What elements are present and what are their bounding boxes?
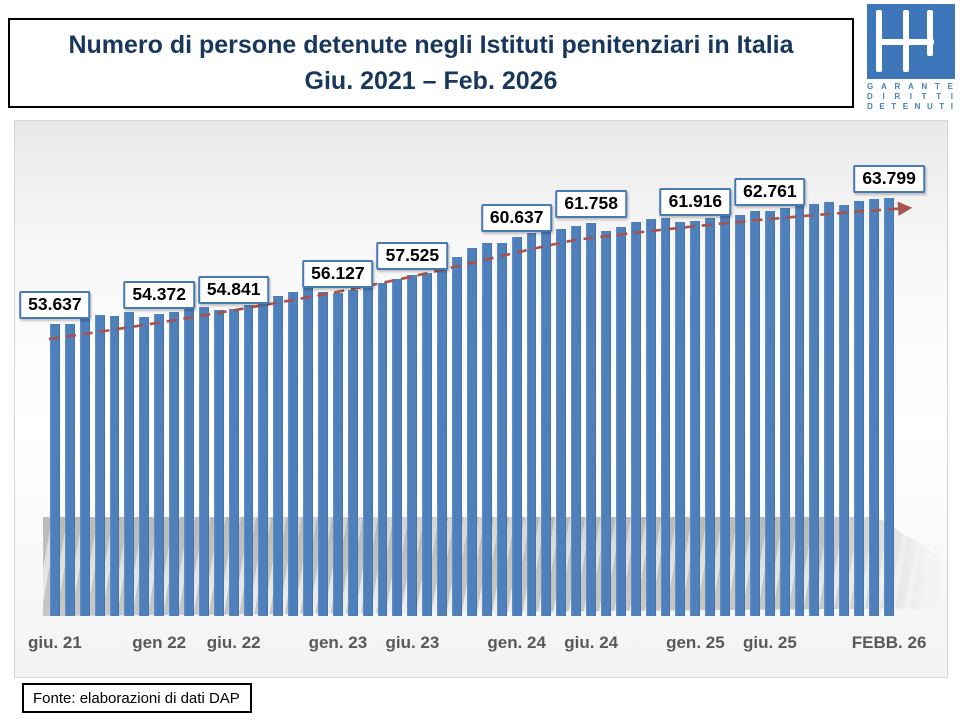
data-label: 56.127 xyxy=(302,259,374,288)
bar xyxy=(868,199,879,616)
bar xyxy=(407,275,418,616)
bar xyxy=(824,201,835,616)
bar xyxy=(362,285,373,616)
bar xyxy=(541,231,552,616)
bar xyxy=(511,236,522,616)
bar xyxy=(496,242,507,616)
bar xyxy=(452,257,462,616)
data-label: 63.799 xyxy=(853,164,925,193)
data-label: 61.916 xyxy=(659,188,732,216)
x-axis-tick-label: gen. 23 xyxy=(308,633,368,652)
bar xyxy=(347,290,358,616)
bar xyxy=(839,204,850,616)
x-axis-tick-label: giu. 24 xyxy=(564,633,619,652)
bar xyxy=(437,264,448,616)
bar xyxy=(883,197,894,616)
slide-title-line1: Numero di persone detenute negli Istitut… xyxy=(68,31,794,59)
garante-logo-icon xyxy=(867,4,955,79)
x-axis-tick-label: FEBB. 26 xyxy=(851,633,927,652)
data-label: 53.637 xyxy=(19,290,91,319)
bar xyxy=(630,221,641,616)
bar xyxy=(64,323,75,616)
bar xyxy=(749,211,760,616)
bar xyxy=(734,214,745,616)
bar xyxy=(243,305,254,616)
bar xyxy=(228,308,239,616)
bar xyxy=(854,201,864,616)
bar xyxy=(198,306,209,616)
bar xyxy=(526,232,537,616)
bar xyxy=(332,292,343,616)
bar xyxy=(422,272,433,616)
bar xyxy=(50,323,60,616)
bar xyxy=(809,204,820,616)
bars-row xyxy=(50,176,894,616)
bar xyxy=(660,218,671,616)
bar xyxy=(600,230,611,616)
bar xyxy=(124,311,135,616)
bar xyxy=(288,291,299,616)
bar xyxy=(779,207,790,616)
bar xyxy=(675,221,686,616)
bar xyxy=(794,205,805,616)
data-label: 57.525 xyxy=(376,242,449,271)
bar xyxy=(273,296,284,616)
bar xyxy=(764,210,775,616)
bar xyxy=(705,218,716,616)
bar xyxy=(303,287,314,616)
bar xyxy=(645,218,656,616)
bar xyxy=(258,298,269,616)
bar xyxy=(392,279,403,616)
bar xyxy=(154,314,165,616)
bar xyxy=(481,243,492,616)
x-axis-tick-label: giu. 25 xyxy=(742,633,797,652)
bar xyxy=(571,225,582,616)
data-label: 61.758 xyxy=(555,190,627,218)
bar xyxy=(466,248,477,616)
x-axis-tick-label: gen 22 xyxy=(132,633,187,652)
bar xyxy=(556,229,567,616)
bar xyxy=(615,226,626,616)
bar xyxy=(318,291,328,616)
bar xyxy=(213,309,224,616)
x-axis-tick-label: giu. 23 xyxy=(385,633,440,652)
slide-title-box: Numero di persone detenute negli Istitut… xyxy=(8,18,854,108)
x-axis-tick-label: gen. 25 xyxy=(666,633,725,652)
x-axis-tick-label: gen. 24 xyxy=(487,633,546,652)
data-label: 60.637 xyxy=(480,203,553,232)
x-axis-tick-label: giu. 22 xyxy=(206,633,261,652)
plot-area: 53.637 54.372 54.841 56.127 57.525 60.637 61.7… xyxy=(14,120,948,678)
bar xyxy=(79,319,90,616)
bar xyxy=(720,216,730,616)
source-box: Fonte: elaborazioni di dati DAP xyxy=(22,683,252,713)
source-label: Fonte: elaborazioni di dati DAP xyxy=(33,689,240,707)
bar xyxy=(94,315,105,616)
bar xyxy=(184,306,194,616)
slide-title-line2: Giu. 2021 – Feb. 2026 xyxy=(304,67,558,95)
bar xyxy=(586,223,596,616)
bar xyxy=(139,317,150,616)
data-label: 62.761 xyxy=(734,177,806,206)
x-axis-tick-label: giu. 21 xyxy=(27,633,82,652)
bar xyxy=(169,311,180,616)
bar xyxy=(109,316,120,616)
bar xyxy=(690,221,701,616)
data-label: 54.841 xyxy=(197,275,270,304)
bar xyxy=(377,283,388,616)
data-label: 54.372 xyxy=(123,281,195,310)
